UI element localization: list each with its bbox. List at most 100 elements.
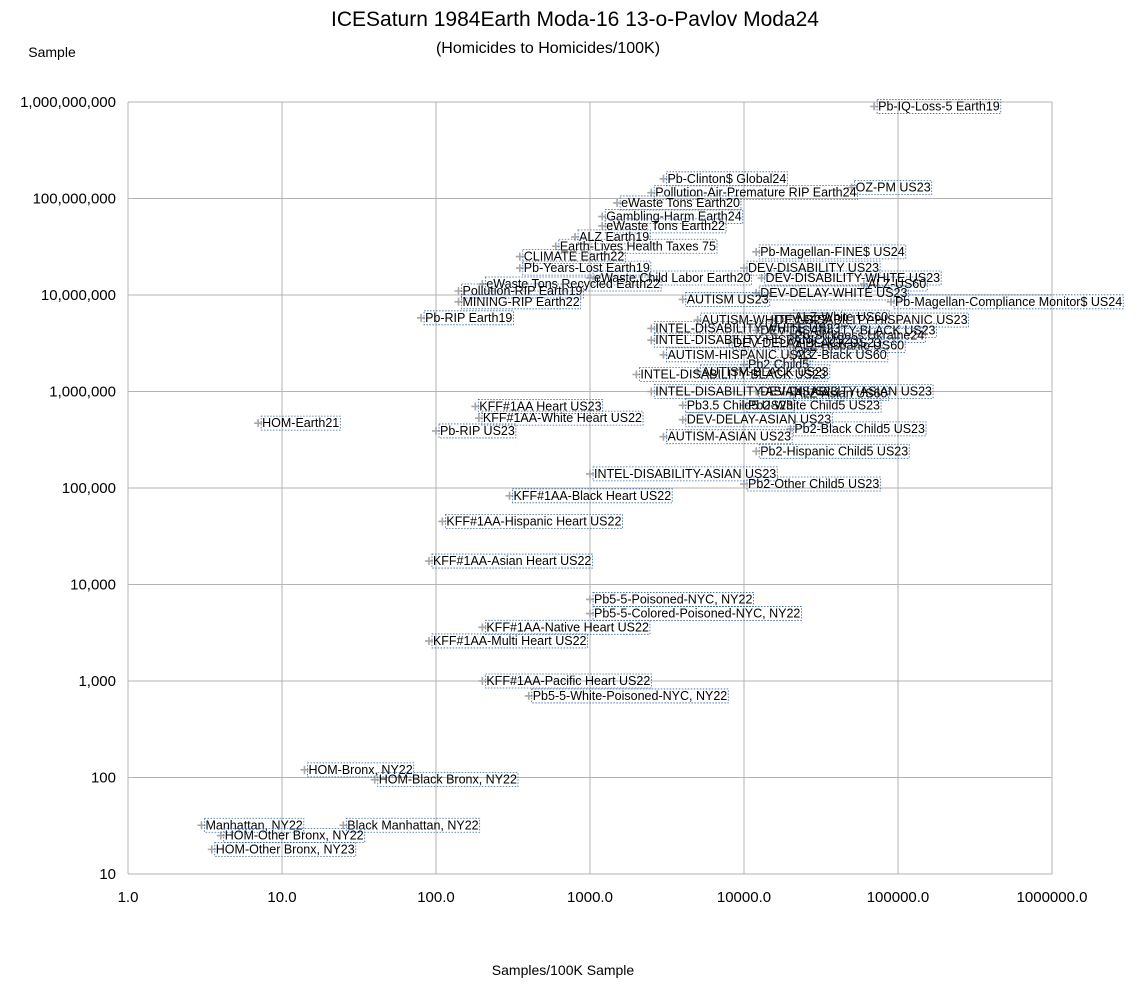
- point-label: eWaste Tons Earth22: [606, 219, 725, 233]
- point-label: Pb2-Black Child5 US23: [794, 422, 925, 436]
- data-point: [659, 174, 668, 183]
- point-label-box: [638, 367, 828, 382]
- data-point: [478, 677, 487, 685]
- point-label: Pb3.5 Child5 US23: [687, 398, 793, 412]
- point-label: ALZ-White US60: [794, 310, 888, 324]
- point-label-box: [438, 423, 517, 439]
- point-label-box: [604, 209, 744, 224]
- point-label-box: [604, 218, 727, 234]
- point-label-box: [592, 270, 753, 286]
- data-point: [752, 247, 761, 256]
- data-point: [586, 469, 594, 478]
- point-label: Pb5-5-Poisoned-NYC, NY22: [594, 592, 752, 606]
- point-label-box: [481, 410, 644, 426]
- point-label-box: [866, 276, 928, 292]
- x-tick-label: 100.0: [417, 889, 455, 906]
- y-axis-title: Sample: [28, 44, 76, 60]
- point-label-box: [531, 688, 729, 704]
- data-point: [757, 274, 766, 283]
- point-label-box: [484, 619, 651, 635]
- point-label-box: [653, 332, 860, 348]
- data-point: [598, 212, 607, 221]
- point-label-box: [746, 397, 882, 413]
- point-label: DEV-DISABILITY-ASIAN US23: [760, 385, 932, 399]
- data-point: [647, 188, 656, 197]
- point-label: Pb2-Hispanic Child5 US23: [760, 444, 908, 458]
- point-label: Pb2-Other Child5 US23: [748, 477, 879, 491]
- point-label: Pb-RIP Earth19: [425, 311, 512, 325]
- point-label-box: [685, 292, 771, 307]
- point-label-box: [758, 322, 937, 338]
- point-label: Pb2 Child5: [748, 358, 809, 372]
- point-label-box: [758, 244, 907, 260]
- data-point: [786, 313, 795, 322]
- point-label-box: [685, 412, 833, 428]
- y-tick-label: 100: [91, 770, 116, 787]
- point-label-box: [345, 817, 481, 833]
- x-tick-label: 1.0: [118, 889, 139, 906]
- point-label: Black Manhattan, NY22: [347, 818, 478, 832]
- point-label-box: [423, 310, 514, 326]
- point-label-box: [666, 429, 793, 445]
- point-label: INTEL-DISABILITY-BLACK US23: [640, 368, 826, 382]
- data-point: [586, 595, 594, 604]
- data-point: [478, 623, 487, 632]
- point-label: DEV-DISABILITY US23: [748, 261, 879, 275]
- point-label: AUTISM-HISPANIC US23: [667, 348, 811, 362]
- data-point: [424, 557, 433, 566]
- point-label: INTEL-DISABILITY-ASIAN US23: [655, 385, 837, 399]
- point-label: ALZ-Black US60: [794, 348, 886, 362]
- point-label-box: [792, 309, 890, 325]
- data-point: [339, 821, 348, 830]
- point-label: HOM-Bronx, NY22: [309, 763, 413, 777]
- y-tick-label: 1,000,000,000: [20, 94, 116, 111]
- data-point: [471, 402, 480, 411]
- data-point: [678, 415, 687, 424]
- data-point: [647, 324, 656, 333]
- data-point: [254, 419, 263, 428]
- point-label: DEV-DISABILITY-WHITE US23: [766, 271, 941, 285]
- x-tick-label: 100000.0: [867, 889, 930, 906]
- data-point: [598, 221, 607, 230]
- point-label-box: [758, 285, 909, 301]
- point-label-box: [700, 312, 830, 328]
- point-label-box: [792, 421, 927, 437]
- data-point: [693, 316, 702, 325]
- point-label: MINING-RIP Earth22: [463, 295, 580, 309]
- point-label-box: [260, 415, 341, 431]
- point-label: AUTISM-BLACK US23: [702, 365, 829, 379]
- data-point: [417, 313, 426, 322]
- data-point: [647, 336, 656, 345]
- point-label-box: [512, 488, 673, 504]
- x-tick-label: 1000000.0: [1017, 889, 1088, 906]
- chart-title: ICESaturn 1984Earth Moda-16 13-o-Pavlov …: [331, 8, 819, 31]
- scatter-points: [197, 102, 895, 854]
- point-label: HOM-Other Bronx, NY23: [216, 842, 355, 856]
- data-point: [647, 387, 656, 396]
- data-point: [300, 765, 309, 774]
- point-label: Pb5-5-White-Poisoned-NYC, NY22: [533, 689, 728, 703]
- point-label-box: [685, 397, 795, 413]
- x-tick-label: 10000.0: [717, 889, 771, 906]
- point-label: Pb-RIP US23: [440, 424, 515, 438]
- point-label: CLIMATE Earth22: [524, 250, 625, 264]
- data-point: [752, 387, 761, 396]
- point-label: OZ-PM US23: [856, 181, 931, 195]
- point-label: Gambling-Harm Earth24: [606, 210, 742, 224]
- point-label-box: [522, 260, 652, 276]
- point-label: DEV-DELAY-WHITE US23: [760, 286, 907, 300]
- y-tick-label: 1,000: [78, 673, 116, 690]
- point-label: KFF#1AA-Black Heart US22: [513, 489, 671, 503]
- data-point: [740, 480, 748, 489]
- point-label-box: [431, 633, 588, 649]
- y-tick-label: 100,000: [62, 480, 116, 497]
- point-label: AUTISM-ASIAN US23: [667, 430, 791, 444]
- data-point: [586, 274, 594, 283]
- point-label: KFF#1AA-White Heart US22: [483, 411, 642, 425]
- x-axis-title: Samples/100K Sample: [492, 962, 635, 978]
- y-tick-label: 10,000,000: [41, 287, 116, 304]
- point-label: INTEL-DISABILITY-ASIAN US23: [594, 467, 776, 481]
- point-label: HOM-Other Bronx, NY22: [225, 829, 364, 843]
- point-label: Pb-Magellan-FINE$ US24: [760, 245, 905, 259]
